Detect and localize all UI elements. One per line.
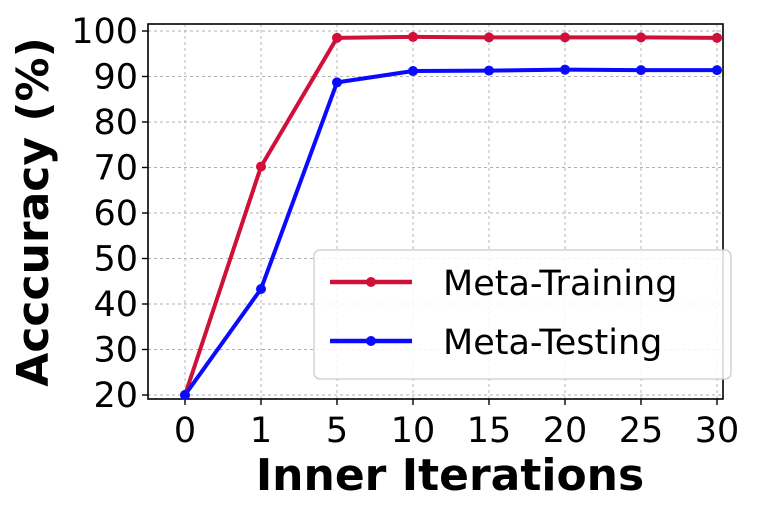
x-tick-label: 10 bbox=[391, 411, 436, 451]
y-tick-label: 60 bbox=[93, 194, 138, 234]
y-tick-label: 80 bbox=[93, 103, 138, 143]
data-point-meta-training bbox=[408, 31, 418, 42]
x-axis-title: Inner Iterations bbox=[256, 450, 644, 501]
data-point-meta-training bbox=[484, 32, 494, 43]
y-tick-label: 50 bbox=[93, 240, 138, 280]
plot-frame bbox=[147, 23, 724, 400]
y-tick-label: 40 bbox=[93, 285, 138, 325]
data-point-meta-testing bbox=[408, 66, 418, 77]
series-group bbox=[180, 31, 722, 400]
legend-marker-meta-training bbox=[366, 277, 376, 287]
data-point-meta-testing bbox=[256, 283, 266, 294]
data-point-meta-training bbox=[560, 32, 570, 43]
y-axis-title: Acccuracy (%) bbox=[8, 37, 59, 386]
data-point-meta-testing bbox=[484, 65, 494, 76]
x-tick-label: 0 bbox=[174, 411, 196, 451]
x-tick-label: 25 bbox=[619, 411, 664, 451]
x-tick-label: 30 bbox=[695, 411, 740, 451]
y-tick-label: 70 bbox=[93, 149, 138, 189]
series-line-meta-testing bbox=[183, 67, 717, 397]
y-tick-label: 30 bbox=[93, 331, 138, 371]
data-point-meta-testing bbox=[712, 65, 722, 76]
legend-marker-meta-testing bbox=[366, 336, 376, 346]
data-point-meta-training bbox=[636, 32, 646, 43]
y-tick-label: 20 bbox=[93, 376, 138, 416]
x-tick-label: 20 bbox=[543, 411, 588, 451]
x-axis-ticks: 0 1 5 10 15 20 25 30 bbox=[174, 399, 739, 451]
x-tick-label: 15 bbox=[467, 411, 512, 451]
data-point-meta-testing bbox=[560, 64, 570, 75]
data-point-meta-testing bbox=[636, 65, 646, 76]
y-tick-label: 90 bbox=[93, 58, 138, 98]
x-tick-label: 5 bbox=[326, 411, 348, 451]
x-tick-label: 1 bbox=[250, 411, 272, 451]
legend-label-meta-training: Meta-Training bbox=[443, 264, 677, 304]
data-point-meta-training bbox=[712, 32, 722, 43]
legend: Meta-Training Meta-Testing bbox=[313, 249, 732, 380]
legend-box bbox=[313, 249, 732, 380]
series-line-meta-training bbox=[183, 34, 718, 396]
legend-label-meta-testing: Meta-Testing bbox=[443, 323, 662, 363]
data-point-meta-testing bbox=[180, 390, 190, 400]
y-axis-ticks: 20 30 40 50 60 70 80 90 100 bbox=[71, 12, 148, 416]
data-point-meta-testing bbox=[332, 77, 342, 88]
y-tick-label: 100 bbox=[71, 12, 138, 52]
data-point-meta-training bbox=[256, 161, 266, 172]
data-point-meta-training bbox=[332, 32, 342, 43]
